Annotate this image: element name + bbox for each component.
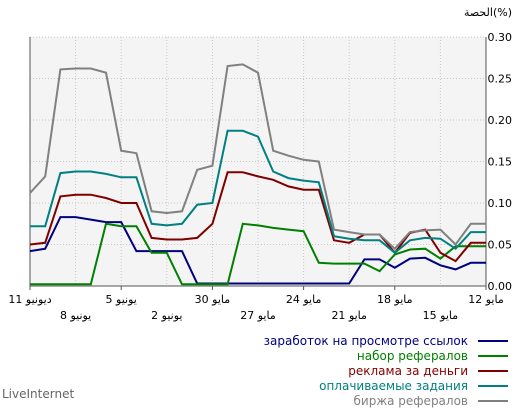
y-tick-label: 0.00 — [488, 280, 513, 293]
legend-swatch — [478, 354, 508, 357]
x-tick-label: 8 يونيو — [60, 309, 91, 322]
x-tick-label: 15 مايو — [423, 309, 459, 322]
y-axis: 0.00 0.05 0.10 0.15 0.20 0.25 0.30 — [488, 31, 513, 293]
legend-entry: биржа рефералов — [208, 393, 508, 408]
y-tick-label: 0.05 — [488, 239, 513, 252]
series-line-4 — [29, 63, 486, 251]
legend-label: оплачиваемые задания — [319, 378, 468, 393]
legend-label: реклама за деньги — [348, 363, 468, 378]
legend-entry: заработок на просмотре ссылок — [208, 333, 508, 348]
x-tick-label: 18 مايو — [377, 293, 413, 306]
x-tick-label: 11 ديونيو — [8, 293, 51, 306]
x-tick-label: 21 مايو — [331, 309, 367, 322]
y-tick-label: 0.25 — [488, 73, 513, 86]
x-tick-label: 24 مايو — [286, 293, 322, 306]
series-line-1 — [30, 222, 486, 286]
y-tick-label: 0.10 — [488, 197, 513, 210]
legend-entry: оплачиваемые задания — [208, 378, 508, 393]
y-tick-label: 0.30 — [488, 31, 513, 44]
footer-brand: LiveInternet — [2, 387, 75, 401]
legend-swatch — [478, 339, 508, 342]
legend-entry: реклама за деньги — [208, 363, 508, 378]
legend-entry: набор рефералов — [208, 348, 508, 363]
y-tick-label: 0.15 — [488, 156, 513, 169]
legend-label: набор рефералов — [356, 348, 468, 363]
legend-label: заработок на просмотре ссылок — [263, 333, 468, 348]
grid-lines — [29, 36, 487, 287]
series-line-0 — [29, 216, 486, 285]
legend-swatch — [478, 384, 508, 387]
x-tick-label: 12 مايو — [468, 293, 504, 306]
x-tick-label: 30 مايو — [195, 293, 231, 306]
y-axis-label: الحصة(%) — [464, 6, 512, 19]
x-tick-label: 27 مايو — [240, 309, 276, 322]
chart-legend: заработок на просмотре ссылок набор рефер… — [208, 333, 508, 408]
x-axis: 11 ديونيو 5 يونيو 30 مايو 24 مايو 18 مايو 12 … — [8, 286, 504, 322]
series-lines — [29, 63, 486, 286]
legend-swatch — [478, 399, 508, 402]
x-tick-label: 5 يونيو — [106, 293, 137, 306]
legend-swatch — [478, 369, 508, 372]
axis-frame — [29, 37, 487, 287]
y-tick-label: 0.20 — [488, 114, 513, 127]
legend-label: биржа рефералов — [353, 393, 469, 408]
x-tick-label: 2 يونيو — [151, 309, 182, 322]
series-line-3 — [30, 129, 486, 255]
